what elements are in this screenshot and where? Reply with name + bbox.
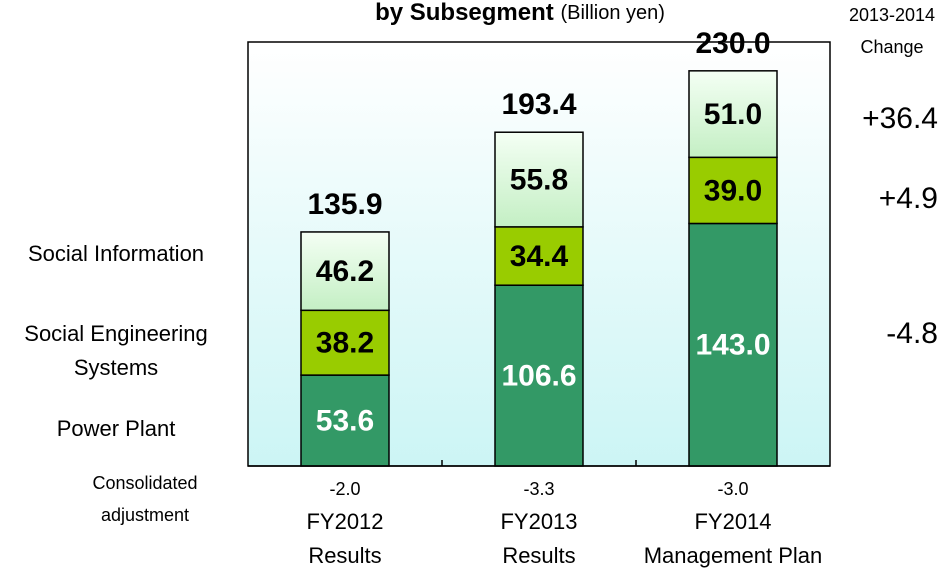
legend-label: Social Engineering Systems: [24, 321, 207, 380]
change-title: 2013-2014 Change: [849, 5, 935, 57]
data-label: 39.0: [704, 174, 762, 207]
bar-segment: [494, 226, 584, 286]
bar-segment: [494, 131, 584, 228]
data-label: 46.2: [316, 255, 374, 288]
bar-segment: [300, 374, 390, 467]
adjustment-label: -2.0: [329, 479, 360, 499]
data-label: 51.0: [704, 98, 762, 131]
bar-segment: [494, 284, 584, 467]
total-label: 193.4: [501, 88, 576, 121]
change-label: +4.9: [879, 182, 938, 215]
data-label: 38.2: [316, 327, 374, 360]
change-label: +36.4: [862, 102, 938, 135]
chart-title: by Subsegment (Billion yen): [375, 0, 665, 26]
bar-segment: [688, 70, 778, 159]
x-tick-label: FY2014 Management Plan: [644, 509, 823, 568]
data-label: 106.6: [501, 360, 576, 393]
data-label: 143.0: [695, 329, 770, 362]
bar-segment: [300, 231, 390, 312]
adjustment-label: -3.0: [717, 479, 748, 499]
bar-segment: [688, 222, 778, 467]
x-tick-label: FY2012 Results: [306, 509, 383, 568]
total-label: 135.9: [307, 188, 382, 221]
data-label: 34.4: [510, 240, 569, 273]
total-label: 230.0: [695, 27, 770, 60]
bar-segment: [688, 156, 778, 225]
data-label: 53.6: [316, 404, 374, 437]
change-label: -4.8: [886, 317, 938, 350]
legend-label: Power Plant: [57, 416, 176, 441]
legend-label: Social Information: [28, 241, 204, 266]
data-label: 55.8: [510, 163, 568, 196]
adjustment-title: Consolidated adjustment: [92, 473, 197, 525]
x-tick-label: FY2013 Results: [500, 509, 577, 568]
title: by Subsegment: [375, 0, 554, 26]
adjustment-label: -3.3: [523, 479, 554, 499]
subtitle: (Billion yen): [560, 2, 664, 24]
